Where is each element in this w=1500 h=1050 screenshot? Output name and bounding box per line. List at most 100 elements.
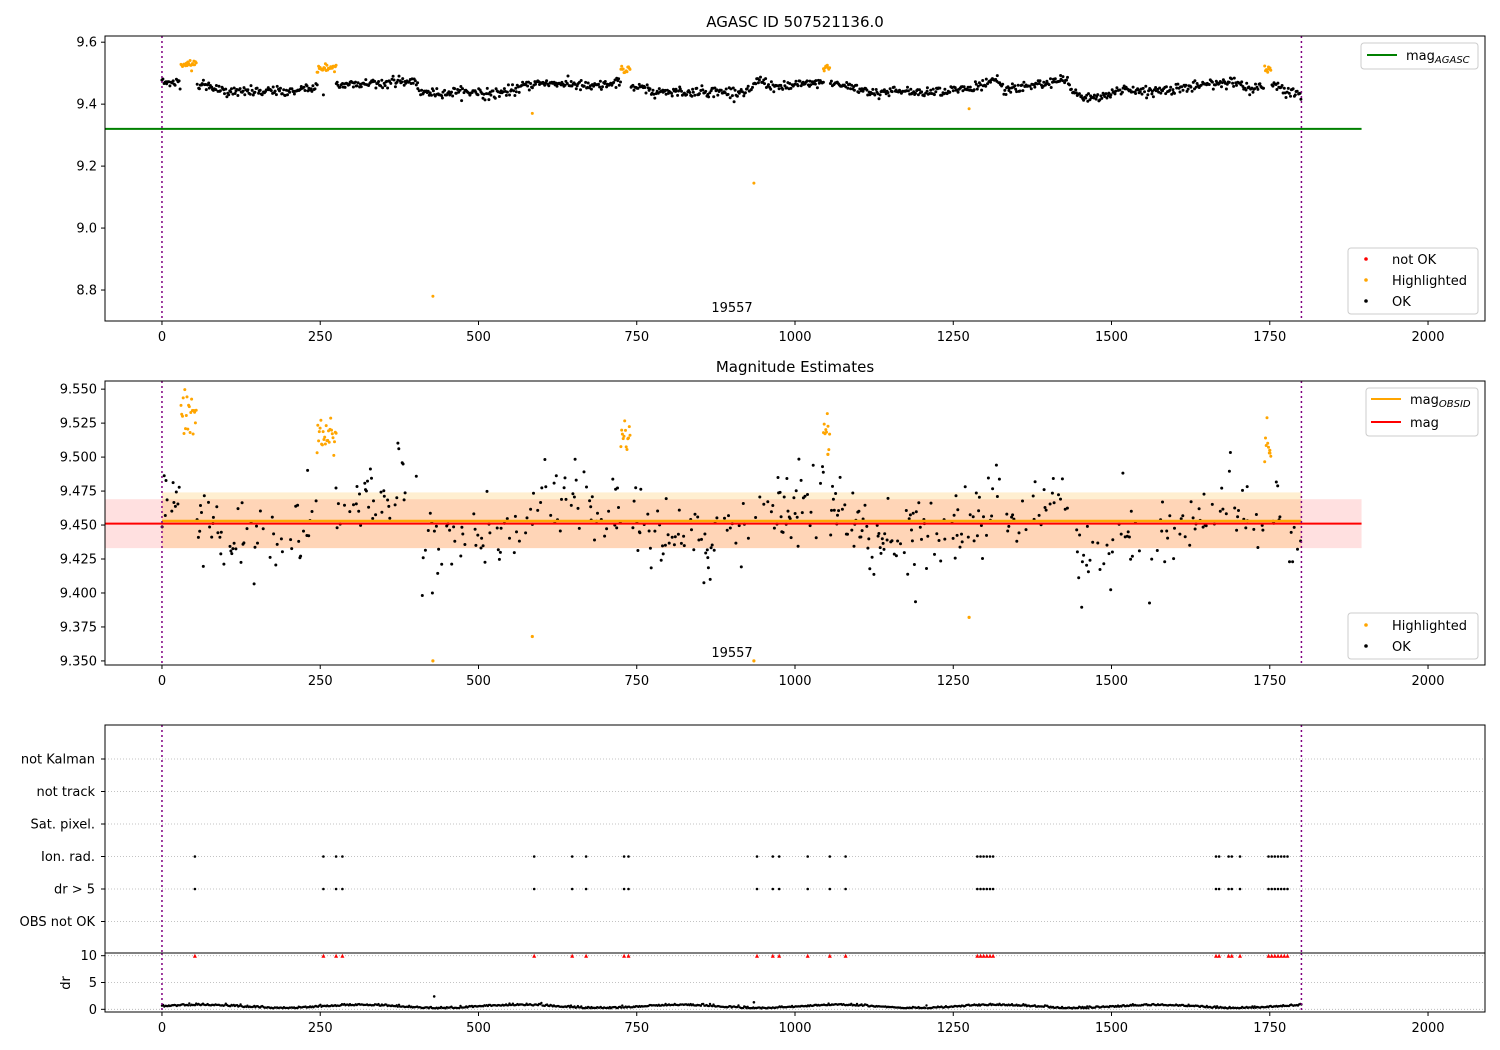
ok-point	[943, 537, 947, 541]
ok-point	[664, 497, 668, 501]
ok-point	[280, 550, 284, 554]
ok-point	[1053, 77, 1057, 81]
ok-point	[245, 527, 249, 531]
ok-point	[766, 500, 770, 504]
ok-point	[666, 533, 670, 537]
outlier-point	[1268, 448, 1272, 452]
ok-point	[603, 534, 607, 538]
panel-magnitude-legend-lines: magOBSID mag	[1365, 387, 1479, 437]
ok-point	[233, 92, 237, 95]
ok-point	[697, 538, 701, 542]
highlighted-point	[1268, 451, 1272, 455]
ok-point	[223, 92, 226, 96]
ok-point	[1148, 601, 1151, 605]
ok-point	[1151, 95, 1155, 99]
ok-point	[653, 96, 657, 100]
ok-point	[972, 539, 976, 543]
ok-point	[892, 85, 896, 89]
ok-point	[505, 517, 509, 521]
dr-point	[319, 1003, 322, 1006]
ok-point	[702, 581, 706, 585]
ok-point	[1006, 529, 1010, 533]
ok-point	[611, 477, 615, 481]
ok-point	[769, 80, 773, 84]
highlighted-point	[1265, 68, 1269, 72]
ok-point	[428, 511, 432, 515]
legend-label-highlighted: Highlighted	[1392, 274, 1467, 289]
ok-point	[1169, 85, 1173, 89]
highlighted-point	[620, 428, 624, 432]
ok-point	[781, 87, 785, 91]
highlighted-point	[1266, 70, 1270, 74]
panel-agasc: AGASC ID 507521136.0 0 250 500 750 1000 1250 1…	[76, 13, 1486, 345]
ok-point	[218, 89, 222, 93]
legend2-label-highlighted: Highlighted	[1392, 619, 1467, 634]
flag-category-label: not Kalman	[21, 753, 95, 768]
flag-dr-gt-5	[627, 887, 630, 891]
outlier-point	[826, 452, 830, 456]
ok-point	[776, 476, 780, 479]
x-tick-label: 2000	[1411, 330, 1444, 345]
ok-point	[366, 479, 369, 483]
ok-point	[359, 85, 363, 89]
ok-point	[815, 86, 819, 90]
x-tick-label: 1250	[937, 330, 970, 345]
ok-point	[290, 87, 294, 91]
ok-point	[877, 97, 881, 101]
highlighted-point	[1264, 444, 1268, 447]
ok-point	[797, 457, 801, 461]
ok-point	[838, 475, 842, 479]
ok-point	[1258, 82, 1262, 86]
ok-point	[229, 90, 233, 94]
ok-point	[1282, 86, 1286, 90]
ok-point	[171, 481, 175, 485]
ok-point	[962, 85, 966, 89]
ok-point	[385, 79, 389, 83]
ok-point	[1293, 93, 1297, 97]
highlighted-point	[187, 405, 191, 409]
flag-ion-rad	[1286, 855, 1289, 858]
ok-point	[977, 509, 981, 513]
ok-point	[297, 539, 301, 543]
y-tick-label: 9.350	[60, 654, 97, 669]
ok-point	[1007, 524, 1011, 528]
ok-point	[829, 79, 833, 83]
ok-point	[453, 87, 457, 91]
ok-point	[240, 501, 244, 505]
ok-point	[1077, 576, 1081, 580]
ok-point	[704, 551, 708, 555]
ok-point	[906, 85, 909, 89]
ok-point	[162, 474, 166, 478]
y-tick-label: 9.425	[60, 553, 97, 568]
ok-point	[238, 87, 242, 91]
highlighted-point	[315, 451, 319, 455]
flag-ion-rad	[979, 855, 982, 858]
ok-point	[402, 83, 406, 87]
ok-point	[273, 89, 277, 93]
flag-ion-rad	[755, 855, 759, 858]
ok-point	[940, 93, 944, 97]
ok-point	[232, 541, 236, 545]
y-tick-label: 9.2	[76, 160, 97, 175]
ok-point	[1009, 90, 1013, 94]
ok-point	[459, 85, 463, 88]
dr-outlier	[752, 1001, 756, 1004]
ok-point	[925, 86, 929, 90]
ok-point	[481, 96, 485, 100]
ok-point	[902, 551, 906, 555]
ok-point	[974, 82, 978, 86]
flag-ion-rad	[1238, 855, 1242, 858]
ok-point	[1078, 533, 1082, 537]
ok-point	[639, 487, 643, 491]
ok-point	[723, 91, 727, 95]
ok-point	[255, 86, 259, 90]
ok-point	[214, 84, 218, 87]
highlighted-point	[323, 66, 327, 70]
ok-point	[411, 81, 415, 85]
ok-point	[644, 91, 648, 95]
ok-point	[569, 503, 573, 507]
ok-point	[796, 544, 800, 548]
ok-point	[914, 91, 917, 95]
ok-point	[1241, 488, 1244, 492]
ok-point	[956, 90, 960, 94]
